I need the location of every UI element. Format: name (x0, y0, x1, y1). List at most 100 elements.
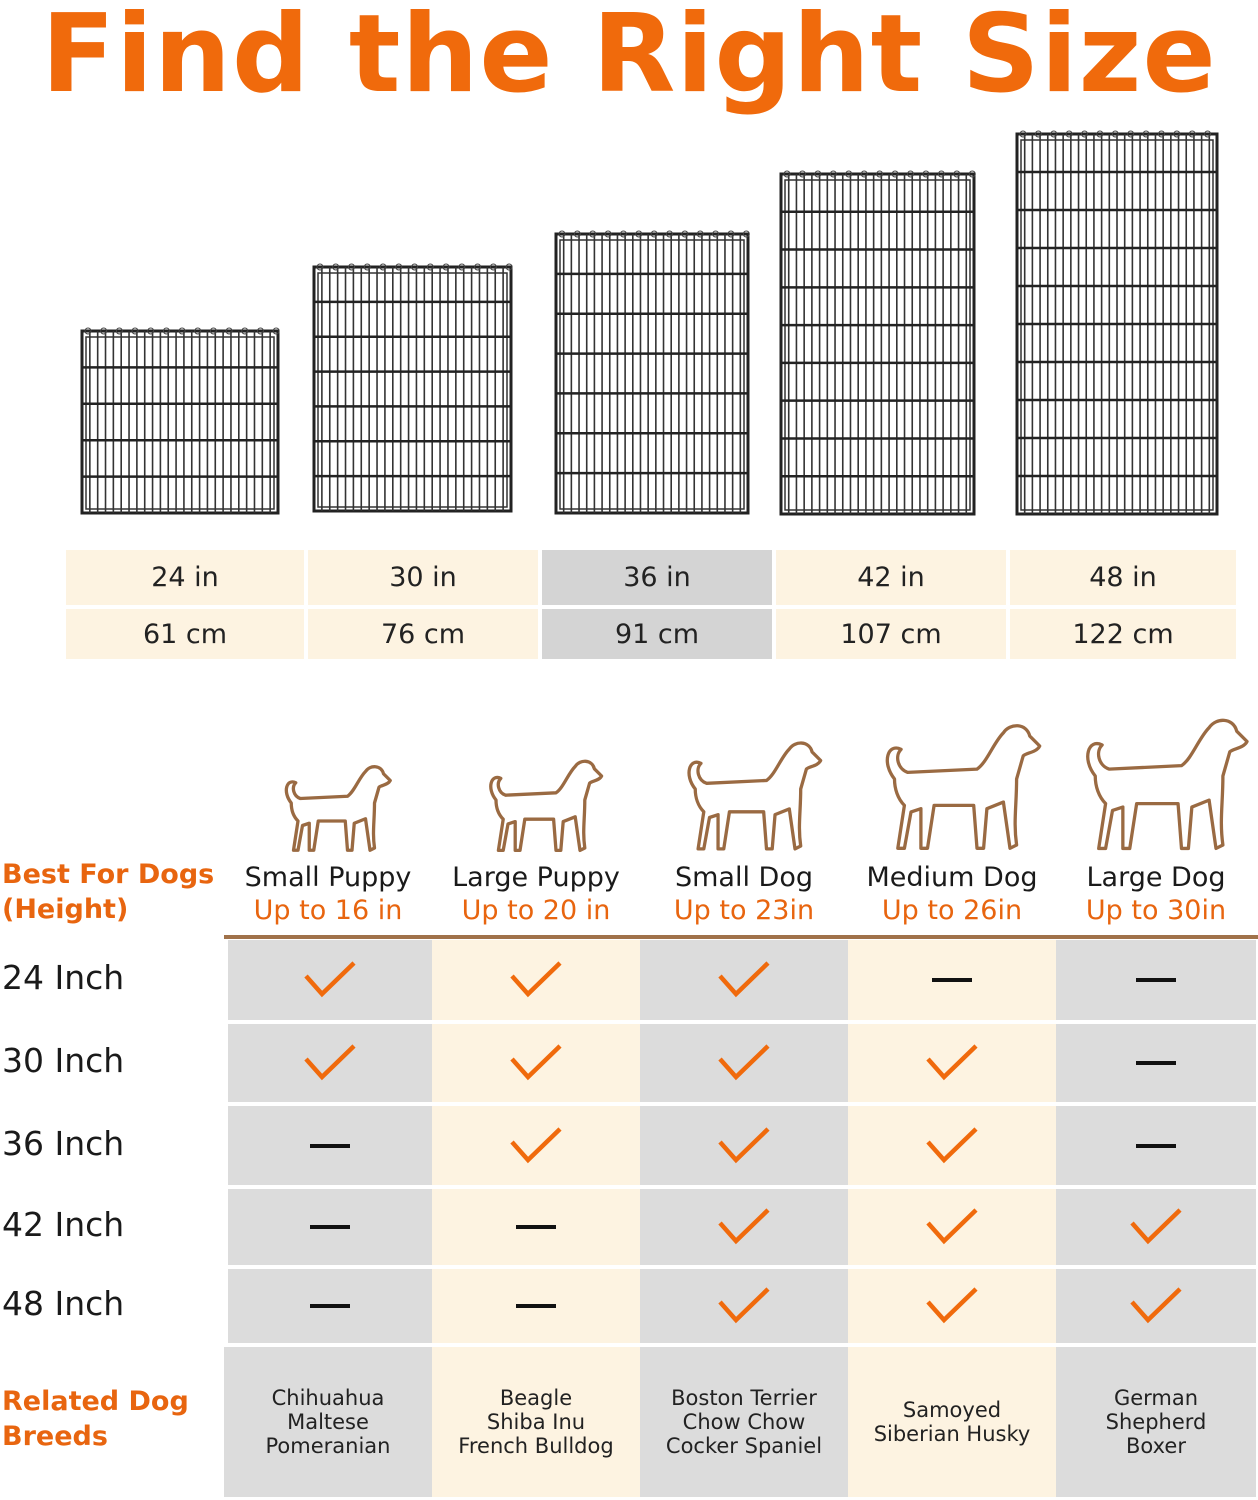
size-cm: 61 cm (66, 609, 304, 659)
checkmark-icon (510, 961, 562, 998)
fit-cell (432, 940, 640, 1020)
row-label: 30 Inch (2, 1041, 125, 1080)
fit-cell (1056, 1106, 1256, 1185)
dog-column-header: Large Dog Up to 30in (1056, 861, 1256, 927)
checkmark-icon (718, 1044, 770, 1081)
dash-icon (932, 978, 972, 982)
dash-icon (310, 1225, 350, 1229)
related-label-line2: Breeds (2, 1421, 108, 1452)
checkmark-icon (718, 961, 770, 998)
breed-name: Shiba Inu (486, 1410, 586, 1434)
size-cm: 122 cm (1010, 609, 1236, 659)
checkmark-icon (718, 1208, 770, 1245)
fit-cell (1056, 1024, 1256, 1102)
cage-3-icon (554, 230, 750, 515)
checkmark-icon (926, 1287, 978, 1324)
dash-icon (516, 1225, 556, 1229)
fit-cell (640, 940, 848, 1020)
breed-name: Chihuahua (271, 1386, 385, 1410)
fit-cell (432, 1024, 640, 1102)
fit-cell (848, 1106, 1056, 1185)
dog-height: Up to 26in (881, 895, 1023, 926)
row-label: 48 Inch (2, 1284, 125, 1323)
dash-icon (310, 1143, 350, 1148)
dog-height: Up to 23in (673, 895, 815, 926)
related-breeds-cell: Chihuahua Maltese Pomeranian (224, 1347, 432, 1497)
checkmark-icon (304, 961, 356, 998)
size-inches: 48 in (1010, 550, 1236, 605)
cage-5-icon (1015, 130, 1219, 516)
dog-column-header: Large Puppy Up to 20 in (432, 861, 640, 927)
related-breeds-cell: Beagle Shiba Inu French Bulldog (432, 1347, 640, 1497)
fit-cell (432, 1269, 640, 1343)
cage-4-icon (779, 170, 976, 516)
checkmark-icon (926, 1044, 978, 1081)
fit-cell (1056, 1269, 1256, 1343)
related-breeds-cell: German Shepherd Boxer (1056, 1347, 1256, 1497)
header-divider (224, 935, 1258, 939)
fit-cell (228, 940, 432, 1020)
related-breeds-cell: Boston Terrier Chow Chow Cocker Spaniel (640, 1347, 848, 1497)
fit-cell (640, 1269, 848, 1343)
breed-name: Samoyed (902, 1398, 1002, 1422)
row-label: 24 Inch (2, 958, 125, 997)
dog-size-name: Small Puppy (244, 862, 412, 893)
fit-cell (848, 940, 1056, 1020)
checkmark-icon (304, 1044, 356, 1081)
row-label: 36 Inch (2, 1123, 125, 1163)
fit-cell (228, 1024, 432, 1102)
checkmark-icon (1130, 1208, 1182, 1245)
dash-icon (1136, 978, 1176, 982)
related-label-line1: Related Dog (2, 1386, 189, 1417)
size-cm: 107 cm (776, 609, 1006, 659)
breed-name: Cocker Spaniel (665, 1434, 823, 1458)
cage-1-icon (80, 327, 280, 515)
checkmark-icon (1130, 1287, 1182, 1324)
fit-cell (1056, 940, 1256, 1020)
checkmark-icon (718, 1126, 770, 1163)
related-breeds-cell: Samoyed Siberian Husky (848, 1347, 1056, 1497)
size-inches: 42 in (776, 550, 1006, 605)
breed-name: Maltese (287, 1410, 369, 1434)
cage-2-icon (312, 263, 513, 513)
dog-silhouette-icon (489, 759, 604, 852)
fit-cell (640, 1106, 848, 1185)
breed-name: German (1113, 1386, 1199, 1410)
breed-name: French Bulldog (458, 1434, 614, 1458)
fit-cell (228, 1189, 432, 1265)
size-inches: 36 in (542, 550, 772, 605)
checkmark-icon (926, 1126, 978, 1163)
dog-silhouette-icon (1085, 718, 1249, 850)
size-cm: 91 cm (542, 609, 772, 659)
dog-size-name: Large Dog (1086, 862, 1226, 893)
dog-size-name: Small Dog (674, 862, 814, 893)
fit-cell (848, 1189, 1056, 1265)
dog-size-name: Medium Dog (866, 862, 1038, 893)
dog-height: Up to 16 in (253, 895, 403, 926)
fit-cell (848, 1269, 1056, 1343)
checkmark-icon (718, 1287, 770, 1324)
breed-name: Siberian Husky (873, 1422, 1031, 1446)
dog-height: Up to 20 in (461, 895, 611, 926)
breed-name: Beagle (499, 1386, 573, 1410)
fit-cell (640, 1024, 848, 1102)
breed-name: Boxer (1126, 1434, 1186, 1458)
dog-column-header: Small Puppy Up to 16 in (224, 861, 432, 927)
dog-height: Up to 30in (1085, 895, 1227, 926)
related-breeds-label: Related Dog Breeds (2, 1384, 189, 1454)
breed-name: Shepherd (1105, 1410, 1207, 1434)
checkmark-icon (510, 1044, 562, 1081)
dog-size-name: Large Puppy (452, 862, 620, 893)
fit-cell (640, 1189, 848, 1265)
breed-name: Boston Terrier (671, 1386, 817, 1410)
best-for-label-line2: (Height) (2, 894, 129, 925)
fit-cell (848, 1024, 1056, 1102)
dash-icon (516, 1304, 556, 1308)
size-inches: 30 in (308, 550, 538, 605)
best-for-label: Best For Dogs (Height) (2, 857, 214, 927)
dash-icon (1136, 1061, 1176, 1065)
fit-cell (432, 1106, 640, 1185)
dash-icon (310, 1304, 350, 1308)
fit-cell (432, 1189, 640, 1265)
checkmark-icon (510, 1126, 562, 1163)
